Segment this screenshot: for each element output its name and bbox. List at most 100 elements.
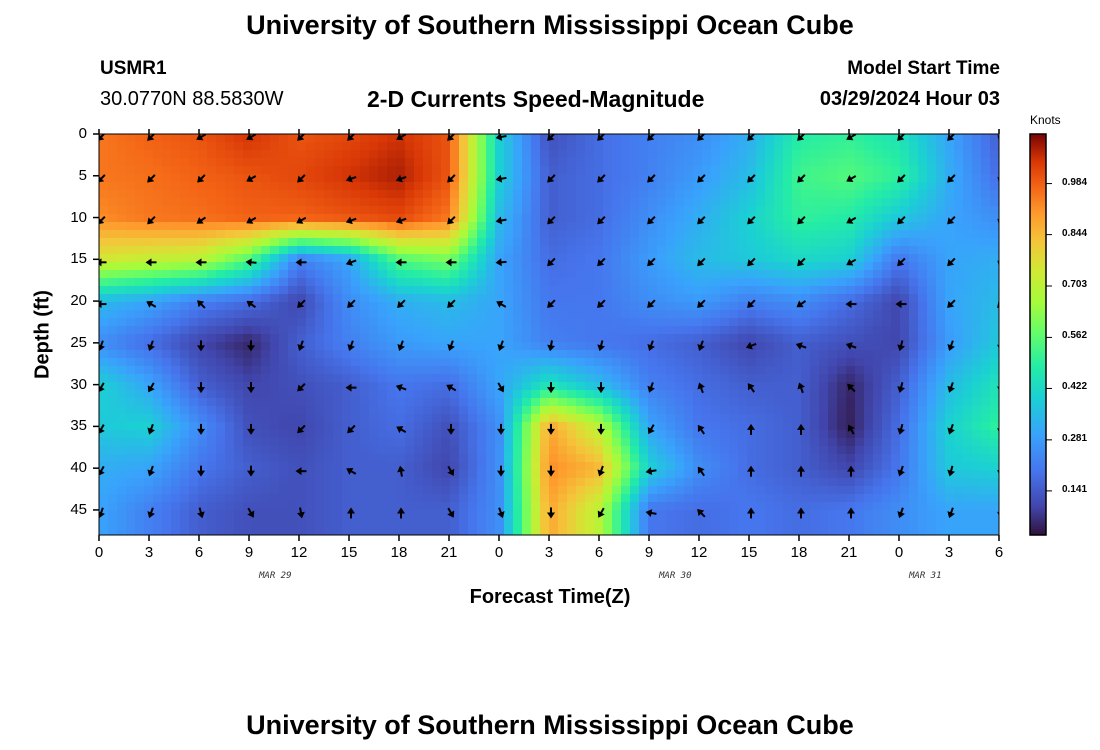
heatmap-cell [693, 494, 703, 503]
heatmap-cell [531, 206, 541, 215]
heatmap-cell [468, 198, 478, 207]
heatmap-cell [711, 238, 721, 247]
heatmap-cell [513, 374, 523, 383]
heatmap-cell [306, 278, 316, 287]
heatmap-cell [243, 278, 253, 287]
heatmap-cell [414, 486, 424, 495]
heatmap-cell [774, 486, 784, 495]
heatmap-cell [864, 518, 874, 527]
heatmap-cell [135, 262, 145, 271]
heatmap-cell [441, 350, 451, 359]
heatmap-cell [783, 470, 793, 479]
heatmap-cell [567, 158, 577, 167]
heatmap-cell [891, 214, 901, 223]
heatmap-cell [432, 238, 442, 247]
heatmap-cell [864, 134, 874, 143]
heatmap-cell [873, 494, 883, 503]
heatmap-cell [423, 190, 433, 199]
heatmap-cell [612, 406, 622, 415]
heatmap-cell [963, 166, 973, 175]
heatmap-cell [990, 446, 999, 455]
heatmap-cell [315, 214, 325, 223]
heatmap-cell [783, 446, 793, 455]
heatmap-cell [540, 366, 550, 375]
heatmap-cell [954, 286, 964, 295]
heatmap-cell [972, 502, 982, 511]
heatmap-cell [396, 294, 406, 303]
heatmap-cell [108, 310, 118, 319]
heatmap-cell [864, 262, 874, 271]
heatmap-cell [108, 222, 118, 231]
heatmap-cell [873, 502, 883, 511]
heatmap-cell [972, 198, 982, 207]
heatmap-cell [756, 142, 766, 151]
heatmap-cell [162, 422, 172, 431]
heatmap-cell [369, 470, 379, 479]
heatmap-cell [225, 518, 235, 527]
heatmap-cell [882, 294, 892, 303]
heatmap-cell [639, 358, 649, 367]
heatmap-cell [234, 342, 244, 351]
heatmap-cell [711, 334, 721, 343]
heatmap-cell [432, 294, 442, 303]
heatmap-cell [504, 174, 514, 183]
heatmap-cell [738, 254, 748, 263]
heatmap-cell [441, 454, 451, 463]
heatmap-cell [990, 254, 999, 263]
heatmap-cell [927, 174, 937, 183]
heatmap-cell [315, 198, 325, 207]
heatmap-cell [306, 310, 316, 319]
heatmap-cell [135, 382, 145, 391]
heatmap-cell [414, 198, 424, 207]
heatmap-cell [648, 374, 658, 383]
heatmap-cell [288, 342, 298, 351]
heatmap-cell [423, 302, 433, 311]
heatmap-cell [153, 294, 163, 303]
heatmap-cell [648, 470, 658, 479]
heatmap-cell [657, 142, 667, 151]
heatmap-cell [819, 510, 829, 519]
heatmap-cell [495, 190, 505, 199]
heatmap-cell [351, 414, 361, 423]
heatmap-cell [810, 318, 820, 327]
heatmap-cell [558, 406, 568, 415]
heatmap-cell [495, 326, 505, 335]
heatmap-cell [783, 302, 793, 311]
heatmap-cell [297, 142, 307, 151]
heatmap-cell [864, 358, 874, 367]
heatmap-cell [972, 486, 982, 495]
heatmap-cell [513, 390, 523, 399]
heatmap-cell [621, 134, 631, 143]
heatmap-cell [819, 294, 829, 303]
heatmap-cell [567, 230, 577, 239]
heatmap-cell [720, 134, 730, 143]
heatmap-cell [513, 398, 523, 407]
heatmap-cell [747, 438, 757, 447]
heatmap-cell [351, 294, 361, 303]
heatmap-cell [828, 238, 838, 247]
heatmap-cell [873, 414, 883, 423]
heatmap-cell [441, 286, 451, 295]
heatmap-cell [468, 262, 478, 271]
heatmap-cell [324, 454, 334, 463]
heatmap-cell [864, 486, 874, 495]
heatmap-cell [486, 294, 496, 303]
heatmap-cell [963, 238, 973, 247]
heatmap-cell [108, 430, 118, 439]
heatmap-cell [225, 478, 235, 487]
heatmap-cell [558, 502, 568, 511]
heatmap-cell [765, 174, 775, 183]
heatmap-cell [747, 446, 757, 455]
heatmap-cell [405, 150, 415, 159]
heatmap-cell [936, 454, 946, 463]
heatmap-cell [774, 134, 784, 143]
heatmap-cell [810, 478, 820, 487]
heatmap-cell [585, 246, 595, 255]
heatmap-cell [729, 286, 739, 295]
heatmap-cell [567, 190, 577, 199]
heatmap-cell [198, 478, 208, 487]
heatmap-cell [756, 134, 766, 143]
heatmap-cell [270, 502, 280, 511]
heatmap-cell [405, 366, 415, 375]
heatmap-cell [207, 470, 217, 479]
